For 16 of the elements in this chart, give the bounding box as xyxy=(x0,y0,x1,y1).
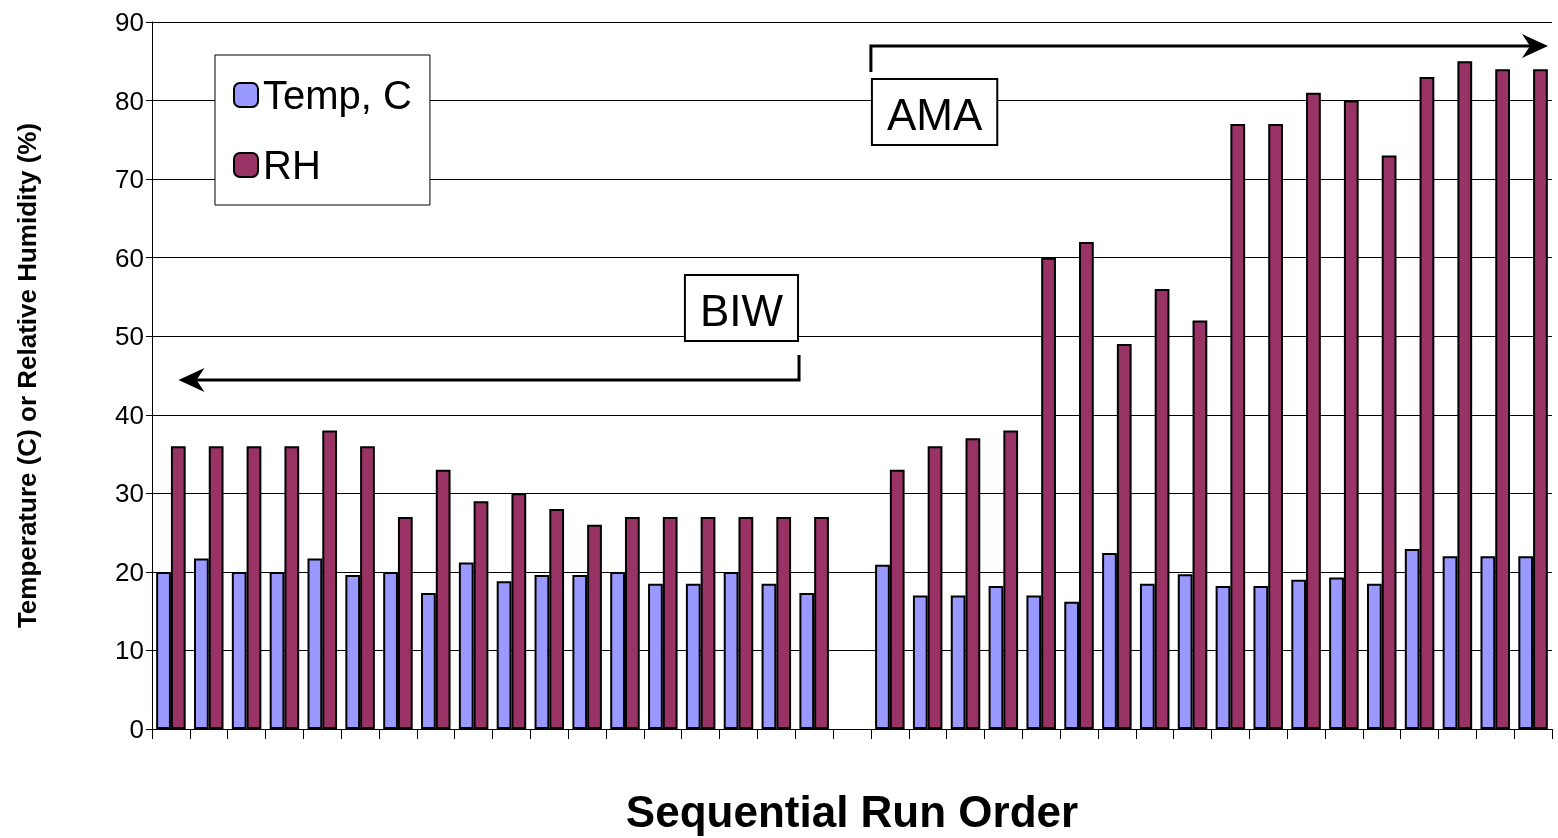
y-tick-label: 80 xyxy=(115,85,144,116)
y-tick-label: 50 xyxy=(115,321,144,352)
y-axis-title: Temperature (C) or Relative Humidity (%) xyxy=(12,122,42,629)
y-tick-label: 0 xyxy=(129,714,144,744)
annotation: BIW xyxy=(699,285,784,335)
y-tick-label: 10 xyxy=(115,635,144,666)
annotation: AMA xyxy=(886,89,983,139)
legend-label: RH xyxy=(263,143,321,187)
legend-label: Temp, C xyxy=(263,73,412,117)
y-tick-label: 90 xyxy=(115,7,144,37)
y-tick-label: 40 xyxy=(115,399,144,430)
y-tick-label: 60 xyxy=(115,242,144,273)
y-tick-label: 30 xyxy=(115,478,144,509)
y-tick-label: 20 xyxy=(115,556,144,587)
y-tick-label: 70 xyxy=(115,164,144,195)
x-axis-title: Sequential Run Order xyxy=(625,786,1079,836)
